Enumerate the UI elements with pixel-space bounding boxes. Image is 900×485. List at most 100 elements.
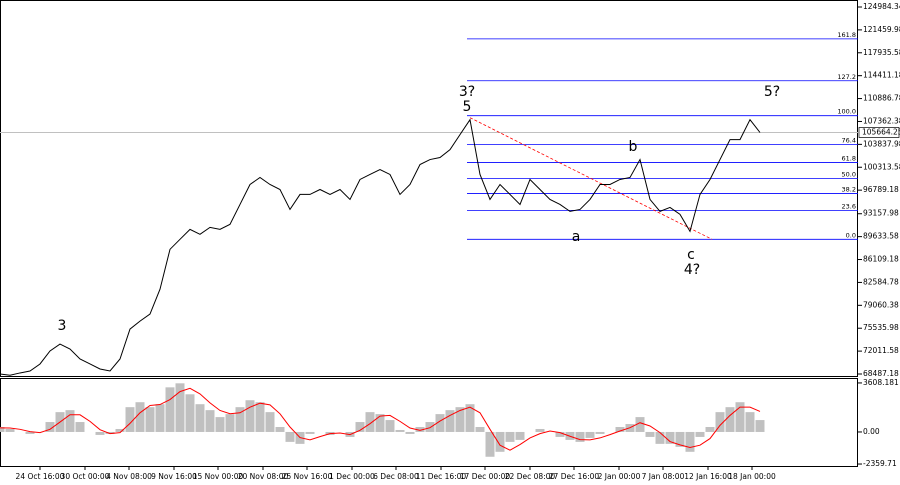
y-tick-label: 68487.18 bbox=[863, 369, 899, 378]
histogram-bar bbox=[65, 410, 75, 432]
x-tick-label: 27 Dec 16:00 bbox=[549, 472, 600, 481]
y-tick-label: 89633.58 bbox=[863, 232, 899, 241]
x-tick-label: 24 Oct 16:00 bbox=[16, 472, 65, 481]
histogram-bar bbox=[595, 431, 605, 434]
x-tick-label: 25 Nov 16:00 bbox=[282, 472, 333, 481]
histogram-bar bbox=[375, 414, 385, 432]
histogram-bar bbox=[95, 431, 105, 435]
histogram-bar bbox=[445, 410, 455, 432]
y-tick-label: 3608.181 bbox=[863, 378, 899, 387]
histogram-bar bbox=[275, 427, 285, 432]
x-tick-label: 7 Jan 08:00 bbox=[642, 472, 685, 481]
x-tick-label: 15 Nov 00:00 bbox=[193, 472, 244, 481]
histogram-bar bbox=[125, 407, 135, 432]
histogram-bar bbox=[0, 427, 5, 432]
y-tick-label: 72011.58 bbox=[863, 346, 899, 355]
histogram-bar bbox=[205, 410, 215, 432]
y-tick-label: 75535.98 bbox=[863, 323, 899, 332]
x-tick-label: 9 Nov 16:00 bbox=[151, 472, 197, 481]
histogram-bar bbox=[145, 407, 155, 432]
wave-label: 4? bbox=[684, 262, 700, 278]
x-tick-label: 20 Nov 08:00 bbox=[238, 472, 289, 481]
price-line-series bbox=[0, 118, 761, 376]
histogram-bar bbox=[245, 400, 255, 432]
x-tick-label: 22 Dec 08:00 bbox=[505, 472, 556, 481]
histogram-bar bbox=[645, 431, 655, 437]
wave-label: b bbox=[629, 139, 638, 155]
histogram-bar bbox=[265, 412, 275, 432]
x-tick-label: 6 Dec 08:00 bbox=[373, 472, 419, 481]
histogram-bar bbox=[175, 383, 185, 432]
histogram-bar bbox=[105, 431, 115, 434]
y-tick-label: 82584.78 bbox=[863, 277, 899, 286]
wave-label: 5 bbox=[463, 99, 472, 115]
histogram-bar bbox=[505, 431, 515, 442]
y-tick-label: 103837.98 bbox=[863, 139, 900, 148]
histogram-bar bbox=[575, 431, 585, 442]
histogram-bar bbox=[535, 428, 545, 432]
y-tick-label: 96789.18 bbox=[863, 185, 899, 194]
price-panel-frame bbox=[0, 0, 858, 377]
histogram-bar bbox=[355, 422, 365, 432]
y-tick-label: 79060.38 bbox=[863, 300, 899, 309]
current-price-box bbox=[858, 127, 900, 138]
histogram-bar bbox=[425, 422, 435, 432]
histogram-bar bbox=[255, 402, 265, 432]
histogram-bar bbox=[365, 412, 375, 432]
histogram-bar bbox=[25, 431, 35, 434]
fib-label: 100.0 bbox=[837, 108, 856, 116]
histogram-bar bbox=[755, 420, 765, 432]
histogram-bar bbox=[695, 431, 705, 437]
fib-label: 127.2 bbox=[837, 73, 856, 81]
x-tick-label: 12 Jan 16:00 bbox=[684, 472, 732, 481]
histogram-bar bbox=[655, 431, 665, 444]
histogram-bar bbox=[135, 402, 145, 432]
current-price-label: 105664.25 bbox=[862, 127, 900, 136]
histogram-bar bbox=[395, 429, 405, 432]
fib-label: 61.8 bbox=[842, 155, 856, 163]
fib-label: 161.8 bbox=[837, 31, 856, 39]
histogram-bar bbox=[705, 427, 715, 432]
trend-line bbox=[469, 117, 713, 240]
fib-label: 76.4 bbox=[842, 137, 856, 145]
histogram-bar bbox=[435, 414, 445, 432]
y-tick-label: -2359.71 bbox=[863, 459, 897, 468]
x-tick-label: 18 Jan 00:00 bbox=[728, 472, 776, 481]
y-tick-label: 117935.58 bbox=[863, 48, 900, 57]
histogram-bar bbox=[185, 394, 195, 432]
y-tick-label: 93157.98 bbox=[863, 209, 899, 218]
wave-label: 3? bbox=[459, 84, 475, 100]
histogram-bar bbox=[415, 427, 425, 432]
histogram-bar bbox=[455, 407, 465, 432]
fib-label: 50.0 bbox=[842, 170, 856, 178]
histogram-bar bbox=[465, 404, 475, 432]
y-tick-label: 107362.38 bbox=[863, 116, 900, 125]
histogram-bar bbox=[75, 422, 85, 432]
histogram-bar bbox=[735, 402, 745, 432]
fib-label: 38.2 bbox=[842, 185, 856, 193]
y-tick-label: 0.00 bbox=[863, 427, 880, 436]
histogram-bar bbox=[665, 431, 675, 444]
fib-label: 23.6 bbox=[842, 202, 856, 210]
x-tick-label: 30 Oct 00:00 bbox=[61, 472, 110, 481]
x-tick-label: 1 Dec 00:00 bbox=[329, 472, 375, 481]
histogram-bar bbox=[235, 407, 245, 432]
x-tick-label: 2 Jan 00:00 bbox=[598, 472, 641, 481]
histogram-bar bbox=[585, 431, 595, 438]
histogram-bar bbox=[675, 431, 685, 447]
histogram-bar bbox=[155, 404, 165, 432]
indicator-panel-frame bbox=[0, 378, 858, 467]
y-tick-label: 110886.78 bbox=[863, 94, 900, 103]
histogram-bar bbox=[225, 414, 235, 432]
histogram-bar bbox=[635, 417, 645, 432]
histogram-bar bbox=[515, 431, 525, 440]
wave-label: 3 bbox=[58, 318, 67, 334]
histogram-bar bbox=[45, 422, 55, 432]
histogram-bar bbox=[615, 427, 625, 432]
histogram-bar bbox=[475, 427, 485, 432]
histogram-bar bbox=[555, 431, 565, 437]
y-tick-label: 124984.34 bbox=[863, 2, 900, 11]
fib-label: 0.0 bbox=[846, 231, 856, 239]
histogram-bar bbox=[385, 420, 395, 432]
